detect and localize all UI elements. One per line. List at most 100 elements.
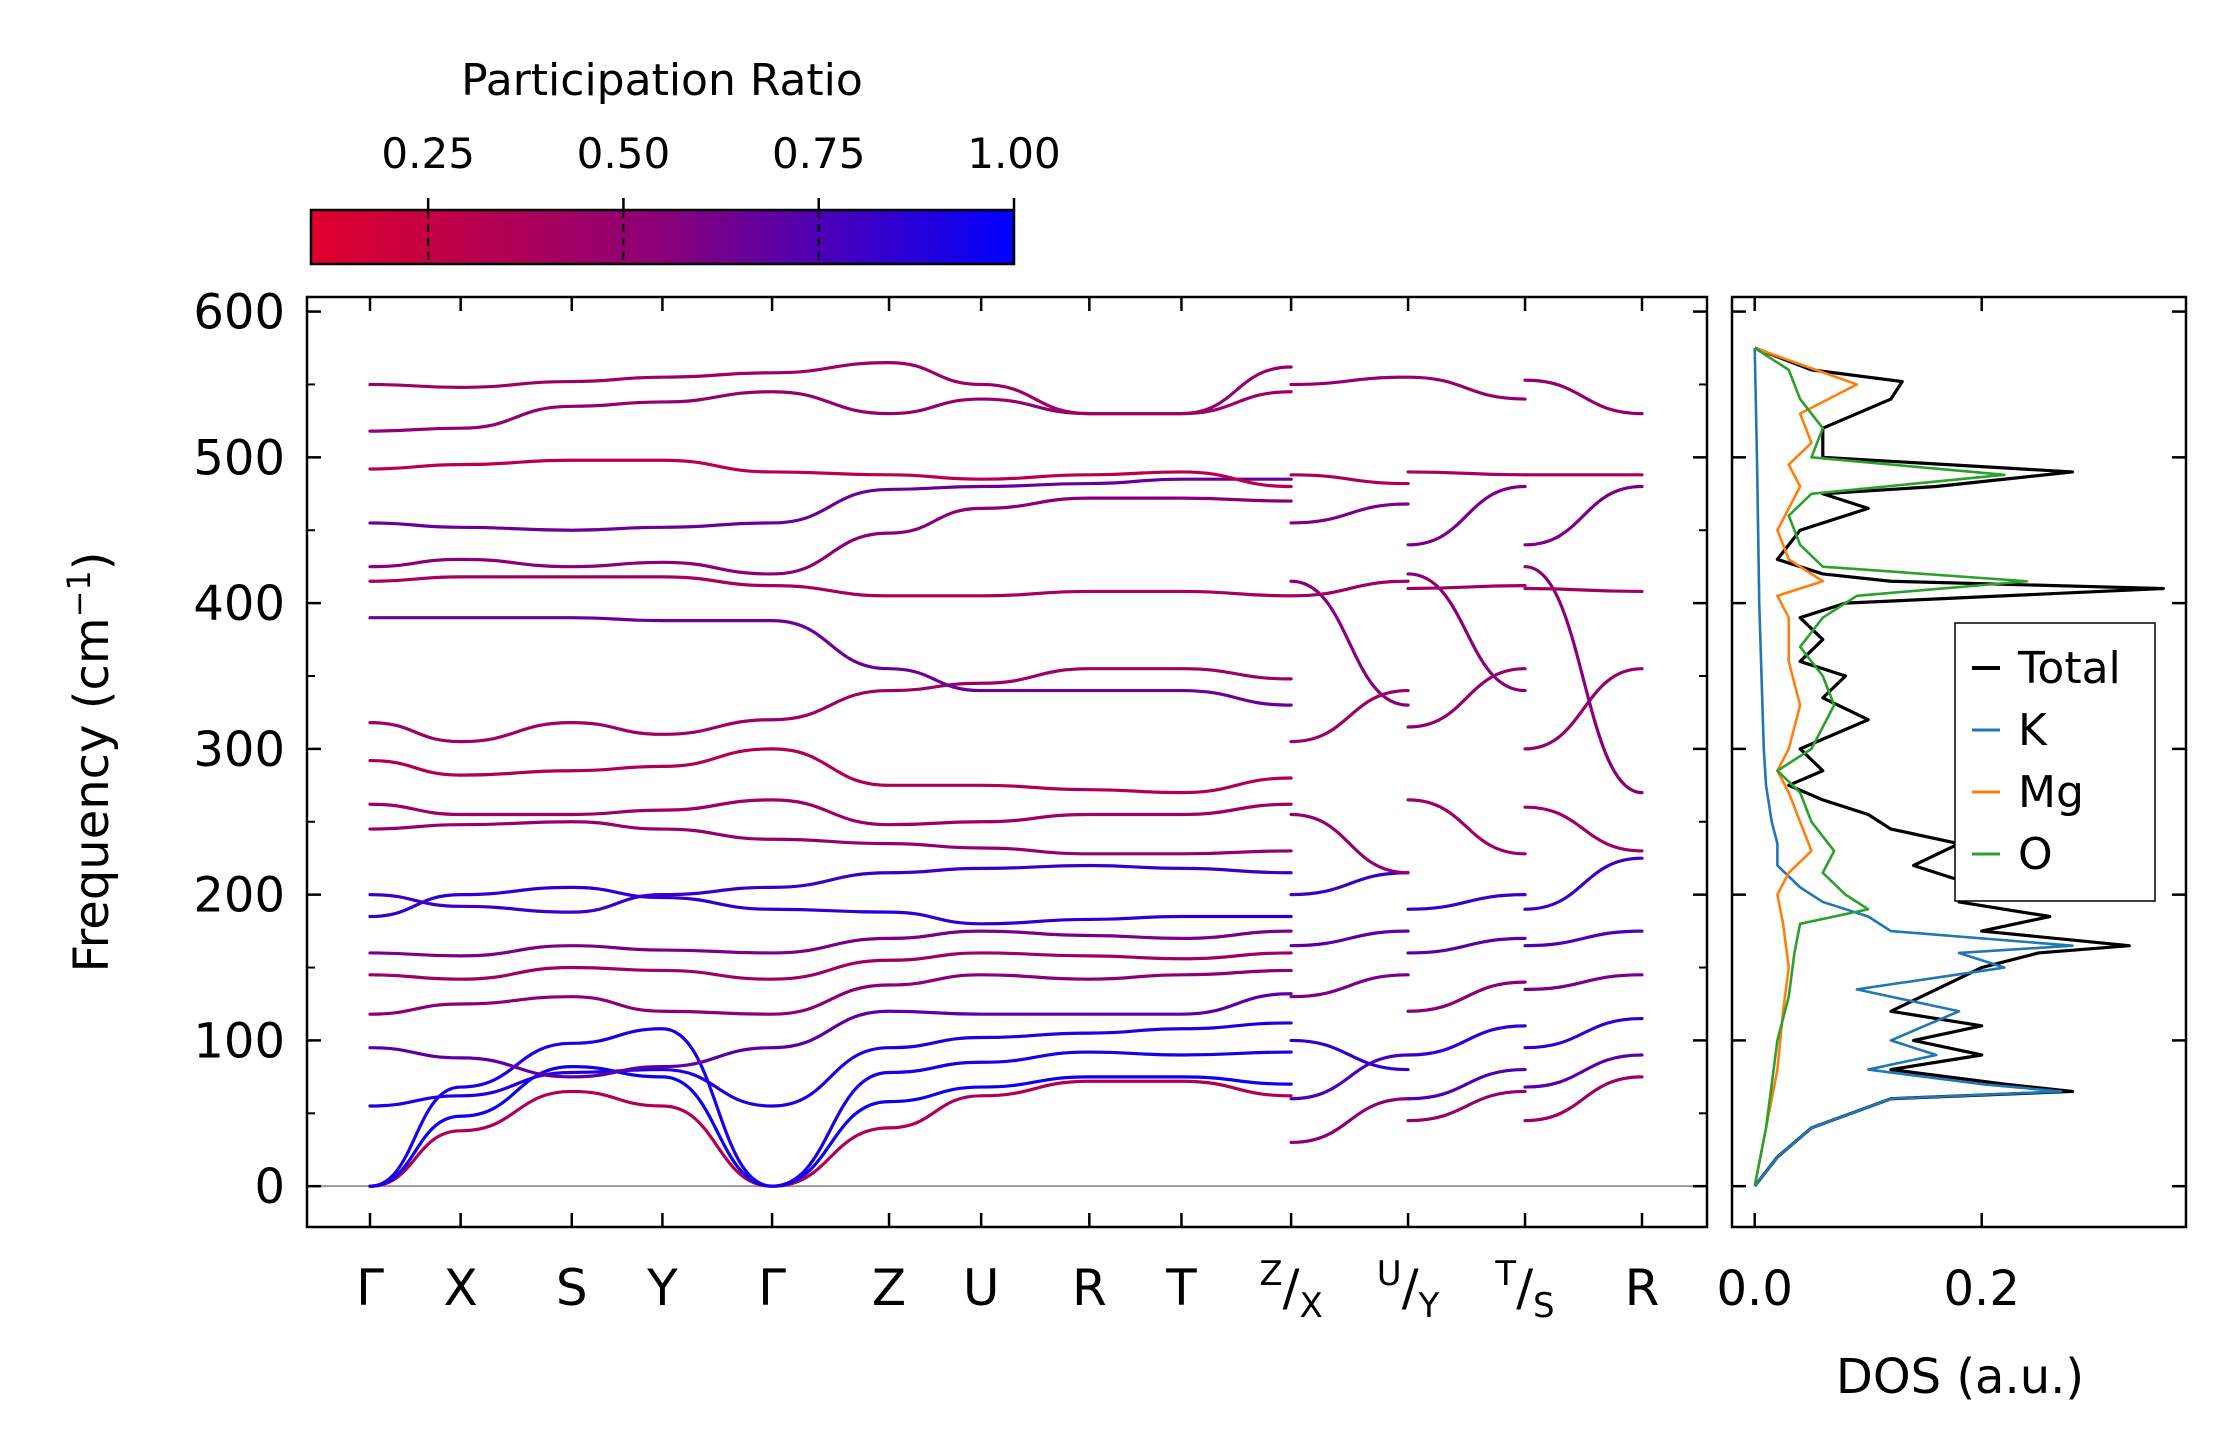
phonon-branch — [1523, 565, 1644, 795]
colorbar-tick-label: 0.75 — [772, 129, 866, 178]
legend-label-o: O — [2018, 829, 2053, 880]
phonon-branch — [368, 616, 1293, 707]
x-tick-label: R — [1072, 1259, 1107, 1317]
x-tick-label-split: Z/X — [1259, 1254, 1322, 1326]
colorbar-gradient — [309, 208, 1016, 266]
phonon-branch — [1406, 1089, 1527, 1123]
phonon-branch — [1289, 579, 1410, 707]
phonon-branch — [1406, 798, 1527, 856]
phonon-branch — [1406, 375, 1527, 401]
legend-label-total: Total — [2017, 643, 2121, 694]
ylabel-close: ) — [64, 551, 120, 570]
phonon-branch — [1406, 1024, 1527, 1057]
phonon-branch — [368, 575, 1293, 598]
phonon-branch — [368, 863, 1293, 914]
phonon-branch — [1523, 378, 1644, 416]
x-tick-label: Γ — [356, 1259, 384, 1317]
x-tick-label-top: U — [1377, 1254, 1402, 1294]
y-tick-label: 0 — [254, 1159, 285, 1215]
phonon-branch — [1289, 1053, 1410, 1101]
x-tick-label: T — [1165, 1259, 1197, 1317]
phonon-branch — [1289, 473, 1410, 486]
phonon-branch — [1289, 1097, 1410, 1145]
phonon-branch — [1523, 667, 1644, 751]
phonon-branch — [1289, 871, 1410, 897]
x-tick-label-split: T/S — [1494, 1254, 1554, 1326]
dos-x-tick-label: 0.2 — [1944, 1261, 2020, 1317]
x-tick-label-slash: / — [1516, 1259, 1533, 1317]
phonon-branch — [368, 885, 1293, 926]
legend-label-k: K — [2018, 705, 2048, 756]
phonon-branch — [1406, 667, 1527, 729]
phonon-branch — [368, 477, 1293, 532]
x-tick-label-split: U/Y — [1377, 1254, 1440, 1326]
y-tick-label: 500 — [193, 430, 285, 486]
dos-x-tick-label: 0.0 — [1717, 1261, 1793, 1317]
colorbar: Participation Ratio 0.25 0.50 0.75 1.00 — [309, 55, 1061, 266]
phonon-branch — [368, 929, 1293, 958]
phonon-branch — [1289, 812, 1410, 875]
x-tick-label-top: T — [1494, 1254, 1516, 1294]
colorbar-title: Participation Ratio — [461, 55, 863, 106]
phonon-branch — [368, 365, 1293, 433]
dos-curve-mg — [1753, 346, 1859, 1187]
dos-plot-frame — [1730, 295, 2188, 1229]
dos-legend: Total K Mg O — [1954, 622, 2156, 902]
phonon-branch — [1406, 936, 1527, 955]
phonon-branch — [368, 667, 1293, 744]
x-tick-label: U — [963, 1259, 1000, 1317]
phonon-branch — [1523, 1053, 1644, 1089]
colorbar-tick-labels: 0.25 0.50 0.75 1.00 — [381, 129, 1060, 178]
phonon-branch — [368, 747, 1293, 795]
ylabel-main: Frequency (cm — [64, 617, 120, 972]
dos-panel: 0.0 0.2 DOS (a.u.) Total K Mg O — [1717, 295, 2188, 1405]
phonon-branch — [1406, 584, 1527, 591]
phonon-branch — [368, 360, 1293, 416]
phonon-branch — [1289, 929, 1410, 948]
dos-axis: 0.0 0.2 — [1717, 297, 2186, 1317]
y-tick-label: 100 — [193, 1013, 285, 1069]
phonon-branch — [1406, 470, 1527, 477]
phonon-branch — [1406, 893, 1527, 911]
phonon-branch — [1289, 502, 1410, 525]
x-tick-label: R — [1625, 1259, 1660, 1317]
x-tick-label: Z — [872, 1259, 906, 1317]
high-symmetry-axis: Γ X S Y Γ Z U R T Z/XU/YT/S R — [356, 297, 1659, 1326]
x-tick-label-top: Z — [1259, 1254, 1282, 1294]
phonon-branch — [368, 968, 1293, 1016]
x-tick-label: X — [444, 1259, 478, 1317]
x-tick-label-bottom: S — [1533, 1286, 1555, 1326]
dos-curve-o — [1753, 346, 2029, 1187]
x-tick-label-slash: / — [1402, 1259, 1419, 1317]
colorbar-tick-label: 1.00 — [967, 129, 1061, 178]
phonon-branch — [1406, 980, 1527, 1013]
x-tick-label-bottom: Y — [1418, 1286, 1440, 1326]
phonon-branch — [1523, 484, 1644, 547]
phonon-branch — [1406, 572, 1527, 693]
phonon-branch — [368, 458, 1293, 489]
ylabel-superscript: −1 — [60, 570, 98, 617]
frequency-axis-label: Frequency (cm−1) — [60, 551, 120, 972]
band-plot-frame — [305, 295, 1709, 1229]
phonon-branch — [368, 951, 1293, 981]
phonon-branch — [1289, 375, 1410, 387]
y-tick-label: 200 — [193, 868, 285, 924]
phonon-branch — [1523, 1075, 1644, 1123]
x-tick-label-bottom: X — [1300, 1286, 1323, 1326]
phonon-branch — [1289, 579, 1410, 598]
colorbar-tick-label: 0.25 — [381, 129, 475, 178]
phonon-branch — [1289, 973, 1410, 999]
frequency-axis: 0 100 200 300 400 500 600 — [193, 285, 1707, 1215]
phonon-branch — [1523, 586, 1644, 594]
x-tick-label: S — [556, 1259, 588, 1317]
colorbar-tick-marks — [426, 198, 1016, 264]
phonon-branches — [368, 360, 1644, 1188]
phonon-branch — [1406, 484, 1527, 547]
phonon-branch — [368, 992, 1293, 1079]
phonon-branch — [368, 1079, 1293, 1188]
dos-axis-label: DOS (a.u.) — [1836, 1349, 2084, 1405]
dos-curve-k — [1753, 347, 2074, 1187]
phonon-branch — [368, 820, 1293, 856]
